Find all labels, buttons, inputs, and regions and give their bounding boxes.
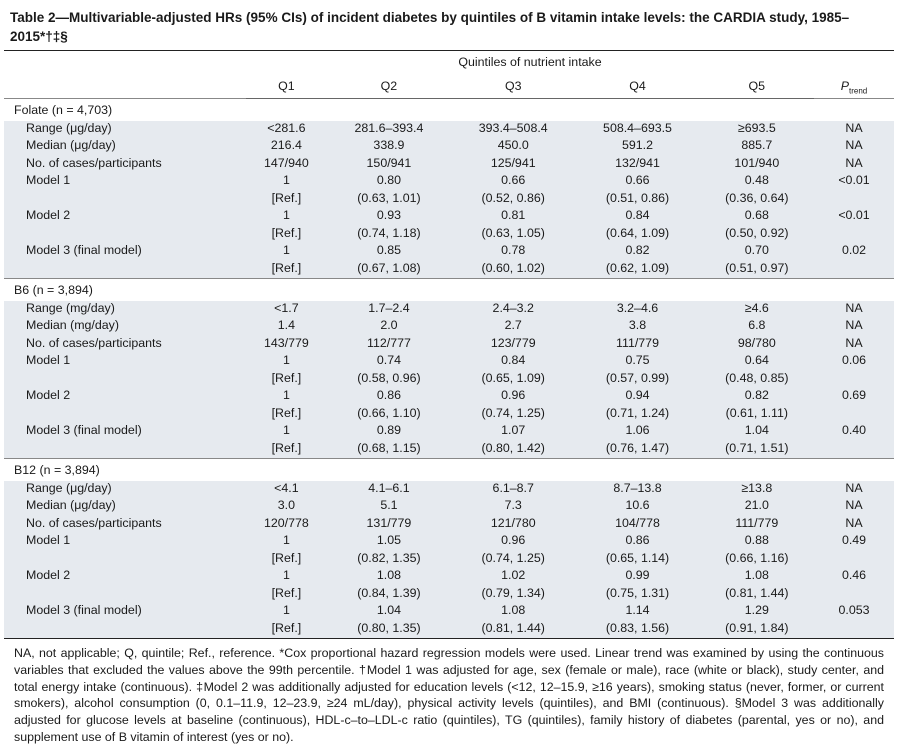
row-label: Range (mg/day) [26, 300, 115, 315]
row-label: Model 1 [26, 533, 71, 547]
row-label: Model 2 [26, 208, 71, 222]
col-header-q3: Q3 [451, 72, 576, 99]
row-label: Model 3 (final model) [26, 603, 142, 617]
row-label: Median (μg/day) [26, 498, 116, 512]
row-label: Range (μg/day) [26, 480, 112, 495]
table-title: Table 2—Multivariable-adjusted HRs (95% … [10, 10, 850, 44]
quintiles-spanner: Quintiles of nutrient intake [246, 50, 814, 73]
row-label: Model 2 [26, 388, 71, 402]
section-b6: B6 (n = 3,894) Range (mg/day) <1.7 1.7–2.… [4, 278, 894, 459]
row-label: No. of cases/participants [26, 335, 162, 350]
section-b12: B12 (n = 3,894) Range (μg/day) <4.1 4.1–6… [4, 458, 894, 639]
section-label: B12 (n = 3,894) [4, 458, 246, 481]
row-label: Model 3 (final model) [26, 243, 142, 257]
col-header-q4: Q4 [575, 72, 700, 99]
col-header-q5: Q5 [699, 72, 814, 99]
table-footnote: NA, not applicable; Q, quintile; Ref., r… [14, 646, 884, 744]
row-label: Median (mg/day) [26, 318, 119, 332]
row-label: Model 2 [26, 568, 71, 582]
col-header-q2: Q2 [326, 72, 452, 99]
col-header-q1: Q1 [246, 72, 327, 99]
row-label: Model 1 [26, 353, 71, 367]
row-label: Median (μg/day) [26, 138, 116, 152]
section-folate: Folate (n = 4,703) Range (μg/day) <281.6… [4, 98, 894, 279]
row-label: Range (μg/day) [26, 120, 112, 135]
col-header-ptrend: Ptrend [840, 78, 868, 95]
row-label: No. of cases/participants [26, 155, 162, 170]
section-label: Folate (n = 4,703) [4, 98, 246, 121]
results-table: Quintiles of nutrient intake Q1 Q2 Q3 Q4… [4, 50, 894, 639]
section-label: B6 (n = 3,894) [4, 278, 246, 301]
row-label: Model 1 [26, 173, 71, 187]
row-label: No. of cases/participants [26, 515, 162, 530]
row-label: Model 3 (final model) [26, 423, 142, 437]
